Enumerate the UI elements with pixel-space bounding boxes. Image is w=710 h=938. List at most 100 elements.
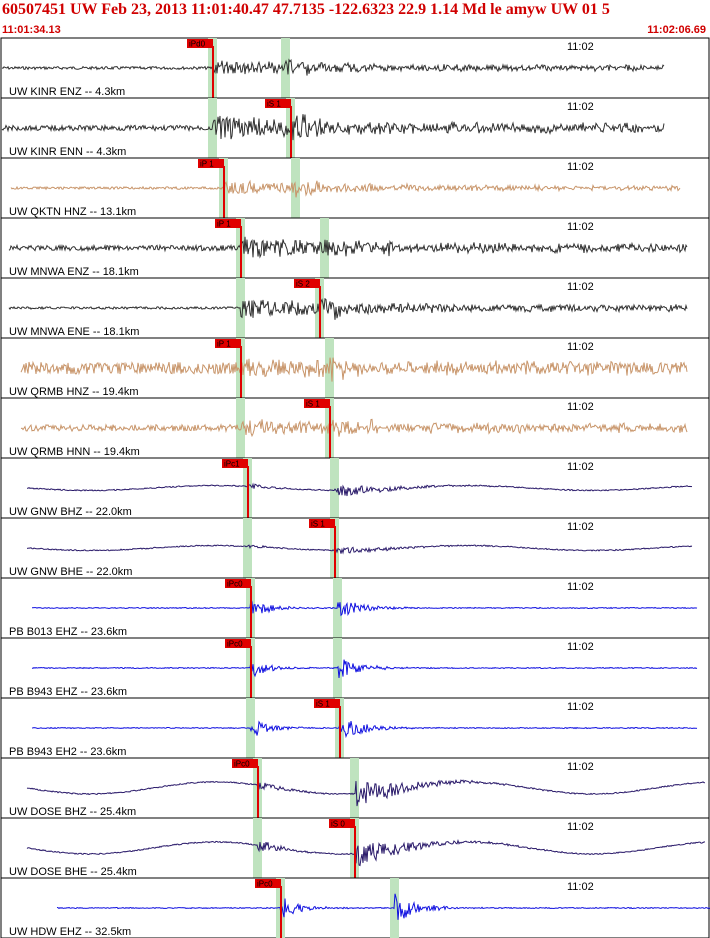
trace-label: UW HDW EHZ -- 32.5km [9, 926, 131, 938]
trace-label: UW DOSE BHZ -- 25.4km [9, 806, 136, 818]
waveform [20, 418, 688, 438]
time-tick-label: 11:02 [567, 881, 594, 893]
pick-label: iPc0 [257, 880, 273, 889]
time-tick-label: 11:02 [567, 821, 594, 833]
trace-panel[interactable]: 11:02 iS 0 UW DOSE BHE -- 25.4km [0, 817, 710, 879]
window-start-time: 11:01:34.13 [2, 24, 61, 36]
pick-marker [314, 699, 340, 708]
time-tick-label: 11:02 [567, 461, 594, 473]
pick-label: iS 1 [306, 400, 320, 409]
pick-marker [255, 879, 281, 888]
trace-panel[interactable]: 11:02 iS 1 PB B943 EH2 -- 23.6km [0, 697, 710, 759]
pick-label: iS 0 [331, 820, 345, 829]
trace-label: UW KINR ENZ -- 4.3km [9, 86, 125, 98]
trace-panel[interactable]: 11:02 iS 1 UW KINR ENN -- 4.3km [0, 97, 710, 159]
s-window [330, 458, 339, 518]
waveform [8, 297, 688, 320]
header: 60507451 UW Feb 23, 2013 11:01:40.47 47.… [0, 0, 710, 38]
pick-label: iS 1 [311, 520, 325, 529]
p-window [243, 518, 252, 578]
pick-label: iPc0 [234, 760, 250, 769]
trace-panel[interactable]: 11:02 iP 1 UW MNWA ENZ -- 18.1km [0, 217, 710, 279]
time-tick-label: 11:02 [567, 41, 594, 53]
pick-marker [232, 759, 258, 768]
waveform [26, 838, 706, 867]
time-tick-label: 11:02 [567, 761, 594, 773]
pick-label: iPc0 [227, 640, 243, 649]
time-tick-label: 11:02 [567, 641, 594, 653]
s-window [281, 38, 290, 98]
time-tick-label: 11:02 [567, 161, 594, 173]
trace-panel[interactable]: 11:02 iPc1 UW GNW BHZ -- 22.0km [0, 457, 710, 519]
pick-marker [225, 579, 251, 588]
waveform [8, 236, 688, 259]
event-title: 60507451 UW Feb 23, 2013 11:01:40.47 47.… [2, 1, 610, 18]
pick-marker [329, 819, 355, 828]
waveform [31, 720, 698, 739]
trace-label: UW QRMB HNN -- 19.4km [9, 446, 140, 458]
window-end-time: 11:02:06.69 [647, 24, 706, 36]
trace-label: PB B013 EHZ -- 23.6km [9, 626, 127, 638]
waveform [26, 778, 706, 807]
pick-label: iPc1 [224, 460, 240, 469]
trace-frame [0, 457, 710, 519]
waveform [56, 893, 710, 920]
trace-frame [0, 517, 710, 579]
pick-label: iS 1 [316, 700, 330, 709]
trace-panel[interactable]: 11:02 iP 1 UW QKTN HNZ -- 13.1km [0, 157, 710, 219]
pick-marker [294, 279, 320, 288]
trace-panel[interactable]: 11:02 iPd0 UW KINR ENZ -- 4.3km [0, 37, 710, 99]
trace-label: PB B943 EHZ -- 23.6km [9, 686, 127, 698]
time-tick-label: 11:02 [567, 281, 594, 293]
time-tick-label: 11:02 [567, 701, 594, 713]
trace-label: UW KINR ENN -- 4.3km [9, 146, 126, 158]
pick-marker [265, 99, 291, 108]
pick-label: iP 1 [200, 160, 214, 169]
time-tick-label: 11:02 [567, 341, 594, 353]
trace-panel[interactable]: 11:02 iPc0 UW HDW EHZ -- 32.5km [0, 877, 710, 938]
pick-marker [215, 219, 241, 228]
trace-panel[interactable]: 11:02 iS 1 UW QRMB HNN -- 19.4km [0, 397, 710, 459]
trace-panel[interactable]: 11:02 iS 1 UW GNW BHE -- 22.0km [0, 517, 710, 579]
trace-panel[interactable]: 11:02 iS 2 UW MNWA ENE -- 18.1km [0, 277, 710, 339]
pick-marker [187, 39, 213, 48]
s-window [350, 758, 359, 818]
trace-panel[interactable]: 11:02 iP 1 UW QRMB HNZ -- 19.4km [0, 337, 710, 399]
waveform [32, 598, 698, 617]
waveform [20, 357, 688, 382]
pick-label: iS 2 [296, 280, 310, 289]
trace-label: UW MNWA ENE -- 18.1km [9, 326, 139, 338]
pick-label: iS 1 [267, 100, 281, 109]
time-tick-label: 11:02 [567, 521, 594, 533]
pick-label: iP 1 [217, 340, 231, 349]
pick-label: iPc0 [227, 580, 243, 589]
time-tick-label: 11:02 [567, 101, 594, 113]
pick-marker [309, 519, 335, 528]
trace-label: PB B943 EH2 -- 23.6km [9, 746, 126, 758]
time-tick-label: 11:02 [567, 401, 594, 413]
waveform [31, 659, 698, 678]
trace-label: UW GNW BHE -- 22.0km [9, 566, 132, 578]
pick-marker [304, 399, 330, 408]
pick-label: iP 1 [217, 220, 231, 229]
trace-label: UW MNWA ENZ -- 18.1km [9, 266, 139, 278]
pick-marker [215, 339, 241, 348]
p-window [236, 398, 245, 458]
waveform [10, 179, 681, 198]
waveform [26, 544, 693, 555]
trace-panel[interactable]: 11:02 iPc0 PB B013 EHZ -- 23.6km [0, 577, 710, 639]
trace-label: UW GNW BHZ -- 22.0km [9, 506, 132, 518]
trace-label: UW DOSE BHE -- 25.4km [9, 866, 137, 878]
trace-label: UW QKTN HNZ -- 13.1km [9, 206, 136, 218]
pick-marker [225, 639, 251, 648]
time-tick-label: 11:02 [567, 581, 594, 593]
time-tick-label: 11:02 [567, 221, 594, 233]
trace-panel[interactable]: 11:02 iPc0 PB B943 EHZ -- 23.6km [0, 637, 710, 699]
pick-marker [222, 459, 248, 468]
trace-panel[interactable]: 11:02 iPc0 UW DOSE BHZ -- 25.4km [0, 757, 710, 819]
waveform [1, 114, 665, 141]
pick-marker [198, 159, 224, 168]
waveform [27, 482, 693, 497]
pick-label: iPd0 [189, 40, 206, 49]
